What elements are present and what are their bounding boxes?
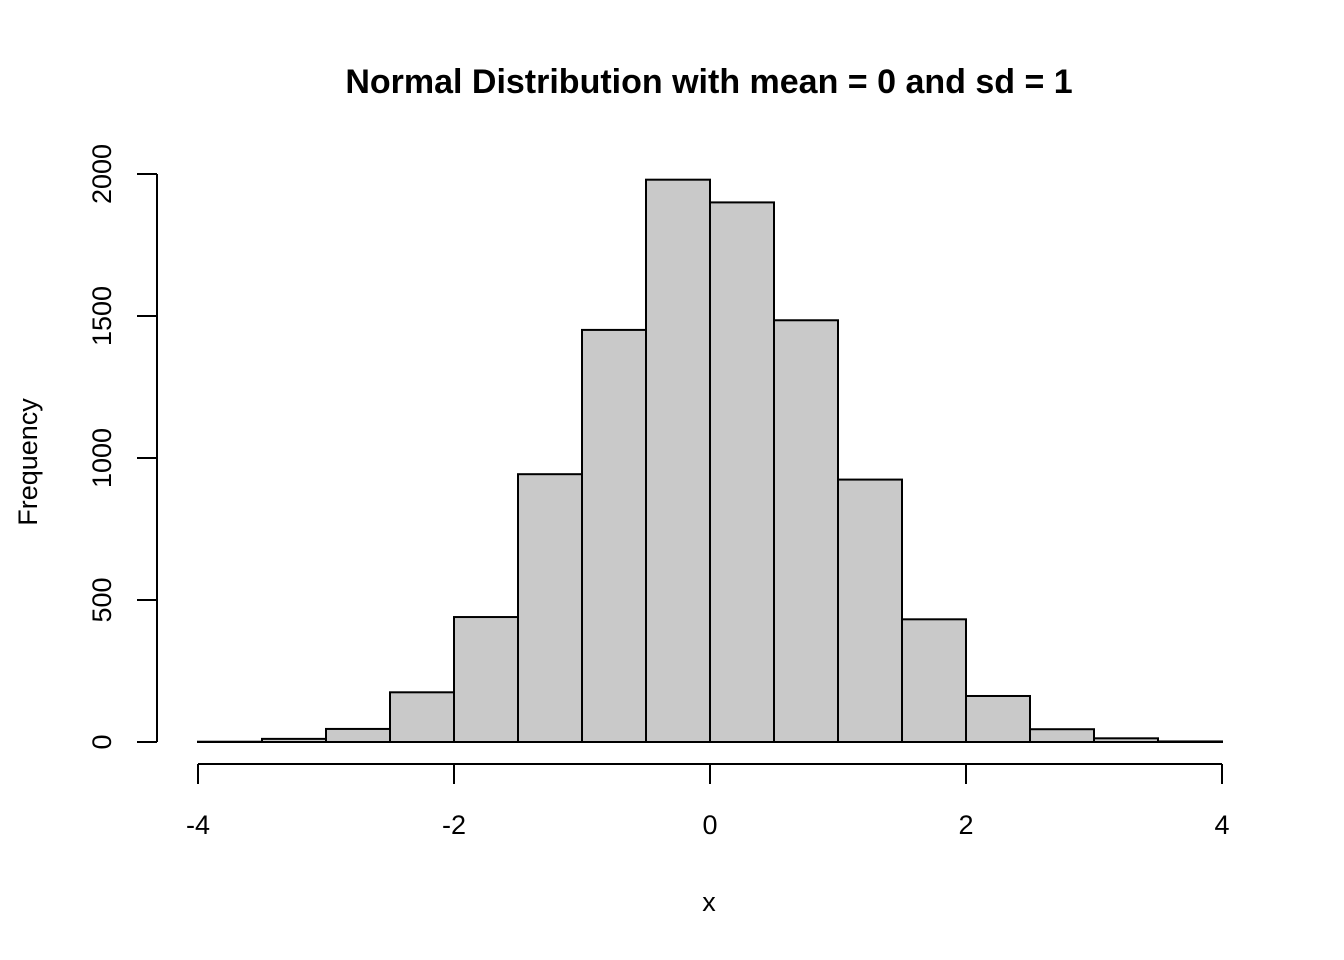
- histogram-bar-12: [965, 694, 1031, 744]
- y-tick-label-1: 500: [87, 577, 117, 622]
- histogram-bar-1: [261, 737, 327, 743]
- x-tick-label-0: -4: [186, 810, 210, 840]
- histogram-bar-11: [901, 618, 967, 744]
- y-tick-label-0: 0: [87, 734, 117, 749]
- histogram-bar-8: [709, 201, 775, 743]
- x-tick-label-1: -2: [442, 810, 466, 840]
- y-axis-ticks: 0 500 1000 1500 2000: [87, 144, 157, 750]
- y-tick-label-4: 2000: [87, 144, 117, 204]
- histogram-bar-2: [325, 727, 391, 743]
- x-axis: -4 -2 0 2 4: [186, 763, 1230, 840]
- y-axis: 0 500 1000 1500 2000: [87, 144, 158, 750]
- y-tick-label-3: 1500: [87, 286, 117, 346]
- x-tick-label-4: 4: [1214, 810, 1229, 840]
- chart-title: Normal Distribution with mean = 0 and sd…: [345, 63, 1072, 101]
- histogram-bar-5: [517, 473, 583, 743]
- y-axis-label: Frequency: [13, 398, 43, 526]
- histogram-bar-6: [581, 328, 647, 743]
- histogram-bar-3: [389, 691, 455, 743]
- histogram-bar-9: [773, 319, 839, 743]
- x-axis-label: x: [702, 887, 716, 917]
- histogram-bar-14: [1093, 737, 1159, 743]
- y-tick-label-2: 1000: [87, 428, 117, 488]
- x-axis-ticks: -4 -2 0 2 4: [186, 764, 1230, 840]
- x-tick-label-3: 2: [958, 810, 973, 840]
- histogram-bar-7: [645, 178, 711, 743]
- histogram-bar-13: [1029, 728, 1095, 743]
- histogram-bar-10: [837, 478, 903, 743]
- bars-group: [197, 178, 1223, 744]
- x-tick-label-2: 0: [702, 810, 717, 840]
- histogram-bar-4: [453, 616, 519, 743]
- histogram-bar-15: [1157, 740, 1223, 744]
